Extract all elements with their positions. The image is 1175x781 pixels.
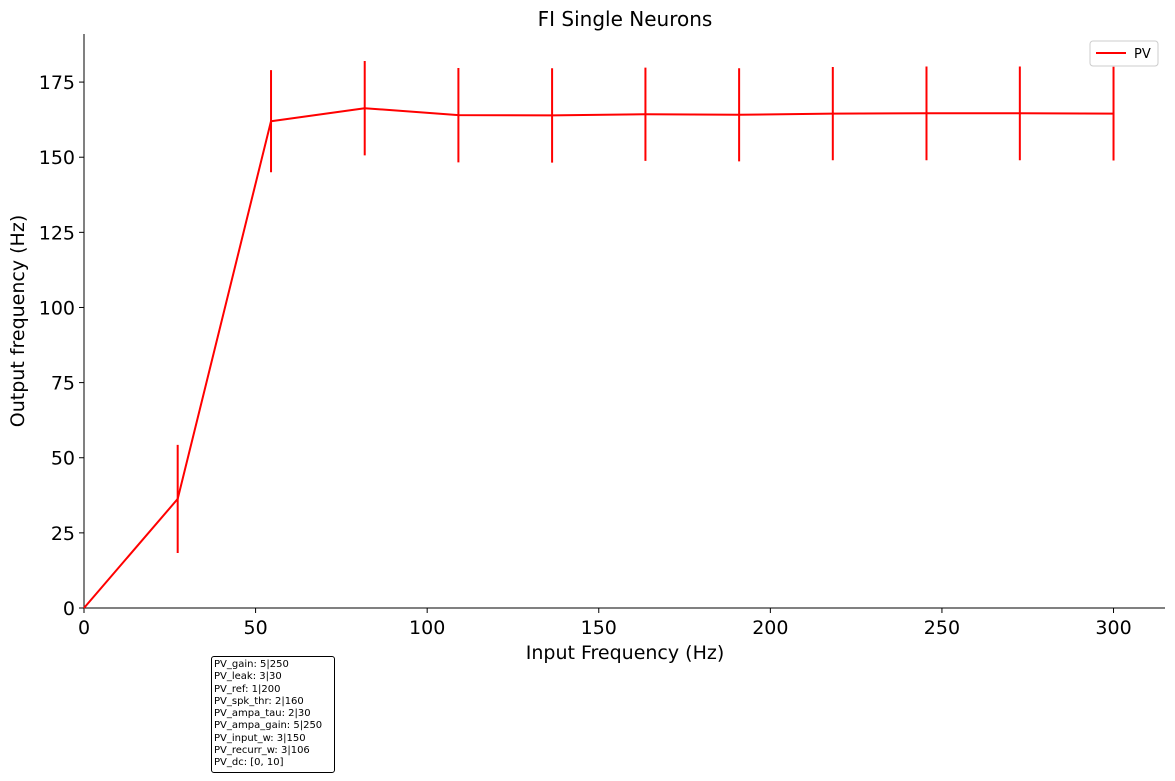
- x-tick-label: 100: [409, 617, 445, 639]
- param-line: PV_ampa_tau: 2|30: [214, 708, 311, 720]
- param-line: PV_spk_thr: 2|160: [214, 695, 304, 707]
- parameter-box: PV_gain: 5|250 PV_leak: 3|30 PV_ref: 1|2…: [211, 656, 335, 773]
- param-line: PV_ref: 1|200: [214, 683, 281, 695]
- y-axis-label: Output frequency (Hz): [7, 215, 29, 427]
- legend-label-pv: PV: [1134, 47, 1151, 62]
- y-tick-label: 25: [51, 523, 75, 545]
- param-line: PV_recurr_w: 3|106: [214, 745, 310, 757]
- param-line: PV_gain: 5|250: [214, 659, 289, 670]
- y-tick-label: 125: [39, 222, 75, 244]
- param-line: PV_ampa_gain: 5|250: [214, 720, 323, 732]
- series-lines: [83, 107, 1114, 609]
- x-tick-label: 300: [1095, 617, 1131, 639]
- y-tick-label: 75: [51, 373, 75, 395]
- y-tick-label: 150: [39, 147, 75, 169]
- x-tick-label: 150: [581, 617, 617, 639]
- x-axis-label: Input Frequency (Hz): [526, 642, 725, 664]
- x-tick-label: 50: [243, 617, 267, 639]
- x-tick-label: 250: [924, 617, 960, 639]
- y-ticks: 0 25 50 75 100 125 150 175: [39, 72, 84, 620]
- y-tick-label: 0: [63, 598, 75, 620]
- y-tick-label: 175: [39, 72, 75, 94]
- y-tick-label: 50: [51, 448, 75, 470]
- param-line: PV_dc: [0, 10]: [214, 757, 284, 769]
- series-line-pv: [83, 107, 1114, 609]
- param-line: PV_input_w: 3|150: [214, 732, 306, 744]
- y-tick-label: 100: [39, 297, 75, 319]
- chart-title: FI Single Neurons: [538, 7, 713, 31]
- x-tick-label: 200: [752, 617, 788, 639]
- legend: PV: [1089, 40, 1159, 67]
- param-line: PV_leak: 3|30: [214, 671, 282, 683]
- error-bars: [176, 61, 1115, 554]
- x-ticks: 0 50 100 150 200 250 300: [78, 608, 1132, 639]
- x-tick-label: 0: [78, 617, 90, 639]
